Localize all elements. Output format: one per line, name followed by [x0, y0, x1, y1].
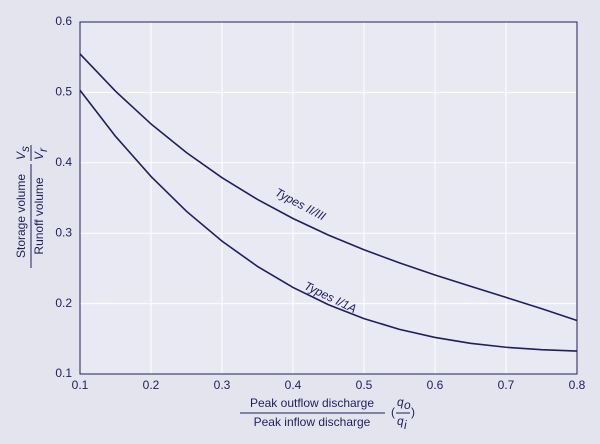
plot-area: 0.1 0.2 0.3 0.4 0.5 0.6 0.1 0.2 0.3 0.4 0.5 0.6 0.7 0…: [55, 14, 585, 392]
x-sub-top: o: [404, 398, 411, 412]
x-tick-label: 0.6: [427, 378, 444, 392]
y-sub-bottom: r: [36, 147, 50, 152]
x-axis-label: Peak outflow discharge Peak inflow disch…: [240, 395, 415, 432]
x-tick-label: 0.8: [569, 378, 586, 392]
x-tick-label: 0.2: [143, 378, 160, 392]
y-symbol-top: V: [14, 151, 28, 160]
x-label-top: Peak outflow discharge: [250, 396, 374, 410]
plot-frame: [79, 21, 578, 375]
plot-background: [80, 22, 577, 374]
x-sub-bottom: i: [404, 418, 407, 432]
x-tick-label: 0.1: [72, 378, 89, 392]
series-line: [79, 53, 578, 322]
paren-close: ): [411, 405, 415, 419]
x-tick-label: 0.7: [498, 378, 515, 392]
y-tick-label: 0.3: [55, 225, 72, 239]
x-tick-label: 0.4: [285, 378, 302, 392]
y-tick-label: 0.5: [55, 85, 72, 99]
y-tick-label: 0.2: [55, 296, 72, 310]
y-axis-label: Storage volume Runoff volume V s V r: [14, 145, 50, 268]
x-tick-label: 0.3: [214, 378, 231, 392]
x-symbol-bottom: q: [397, 414, 404, 428]
y-tick-label: 0.1: [55, 366, 72, 380]
y-tick-label: 0.4: [55, 155, 72, 169]
paren-open: (: [391, 405, 395, 419]
series-line: [79, 89, 578, 352]
y-tick-label: 0.6: [55, 14, 72, 28]
y-label-top: Storage volume: [14, 174, 28, 258]
x-tick-label: 0.5: [356, 378, 373, 392]
x-symbol-top: q: [397, 395, 404, 409]
y-sub-top: s: [18, 146, 32, 152]
y-symbol-bottom: V: [32, 151, 46, 160]
x-label-bottom: Peak inflow discharge: [254, 415, 371, 429]
y-label-bottom: Runoff volume: [32, 177, 46, 254]
